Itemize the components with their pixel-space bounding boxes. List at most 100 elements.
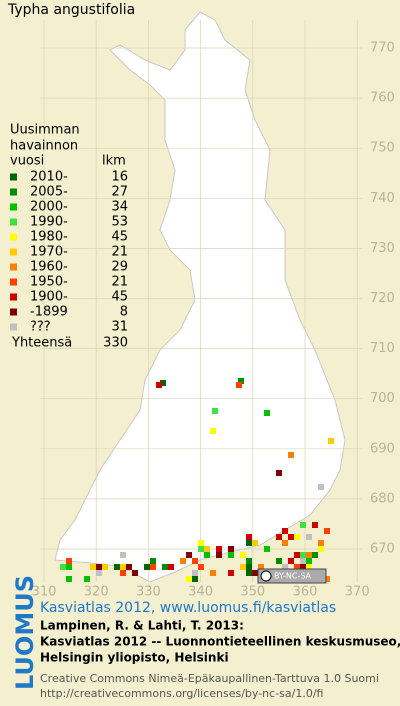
grid-y-label: 760 [370,91,395,106]
observation [90,564,96,570]
legend-label: 2005- [30,185,68,200]
observation [114,564,120,570]
observation [246,540,252,546]
legend-total: 330 [103,336,128,351]
observation [294,534,300,540]
observation [60,564,66,570]
observation [150,558,156,564]
observation [300,558,306,564]
observation [180,558,186,564]
grid-x-label: 370 [345,585,370,600]
observation [216,552,222,558]
legend-label: 1980- [30,230,68,245]
grid-y-label: 730 [370,241,395,256]
grid-y-label: 770 [370,41,395,56]
citation: Helsingin yliopisto, Helsinki [40,651,229,665]
observation [204,546,210,552]
grid-y-label: 710 [370,341,395,356]
observation [318,484,324,490]
observation [246,570,252,576]
legend-label: 1900- [30,290,68,305]
observation [318,540,324,546]
legend-label: 1990- [30,215,68,230]
observation [318,546,324,552]
observation [328,438,334,444]
legend-count: 29 [111,260,128,275]
observation [160,380,166,386]
legend-swatch [10,188,17,196]
badge-box [257,568,327,584]
legend-swatch [10,308,17,316]
observation [294,564,300,570]
observation [264,546,270,552]
observation [300,552,306,558]
observation [102,564,108,570]
grid-y-label: 740 [370,191,395,206]
observation [210,570,216,576]
observation [246,558,252,564]
observation [288,558,294,564]
legend-heading: Uusimman [10,123,80,138]
legend-label: 1950- [30,275,68,290]
observation [264,410,270,416]
grid-y-label: 690 [370,441,395,456]
legend-label: 1970- [30,245,68,260]
observation [192,558,198,564]
grid-x-label: 330 [136,585,161,600]
legend-swatch [10,263,17,271]
observation [282,540,288,546]
legend-swatch [10,248,17,256]
legend-count: 45 [111,290,128,305]
legend-total-label: Yhteensä [11,336,72,351]
observation [96,564,102,570]
observations [60,378,334,582]
observation [96,570,102,576]
observation [300,522,306,528]
legend-heading: havainnon [10,139,78,154]
observation [306,534,312,540]
observation [198,564,204,570]
badge-text: BY-NC-SA [274,572,312,581]
observation [238,378,244,384]
title: Typha angustifolia [7,2,135,18]
observation [282,528,288,534]
grid-y-label: 700 [370,391,395,406]
observation [288,534,294,540]
observation [306,552,312,558]
legend-swatch [10,233,17,241]
legend-heading: vuosi [10,154,44,169]
legend-swatch [10,323,17,331]
observation [162,564,168,570]
legend-swatch [10,278,17,286]
legend-label: -1899 [30,305,68,320]
legend-count: 27 [111,185,128,200]
grid-y-label: 680 [370,491,395,506]
observation [192,576,198,582]
grid-x-label: 310 [32,585,57,600]
observation [198,540,204,546]
legend-swatch [10,203,17,211]
legend-label: 1960- [30,260,68,275]
observation [66,576,72,582]
observation [66,558,72,564]
legend-label: 2010- [30,170,68,185]
observation [228,552,234,558]
observation [132,570,138,576]
observation [246,534,252,540]
grid-x-label: 340 [188,585,213,600]
observation [144,564,150,570]
grid-y-label: 720 [370,291,395,306]
license-text: Creative Commons Nimeä-Epäkaupallinen-Ta… [40,672,379,685]
observation [120,564,126,570]
footer-link: Kasviatlas 2012, www.luomus.fi/kasviatla… [40,600,336,616]
legend-count: 21 [111,245,128,260]
observation [240,552,246,558]
observation [212,408,218,414]
observation [216,546,222,552]
legend-count: 34 [111,200,128,215]
observation [276,470,282,476]
observation [84,576,90,582]
legend-count: 31 [111,320,128,335]
legend-count: 8 [120,305,128,320]
